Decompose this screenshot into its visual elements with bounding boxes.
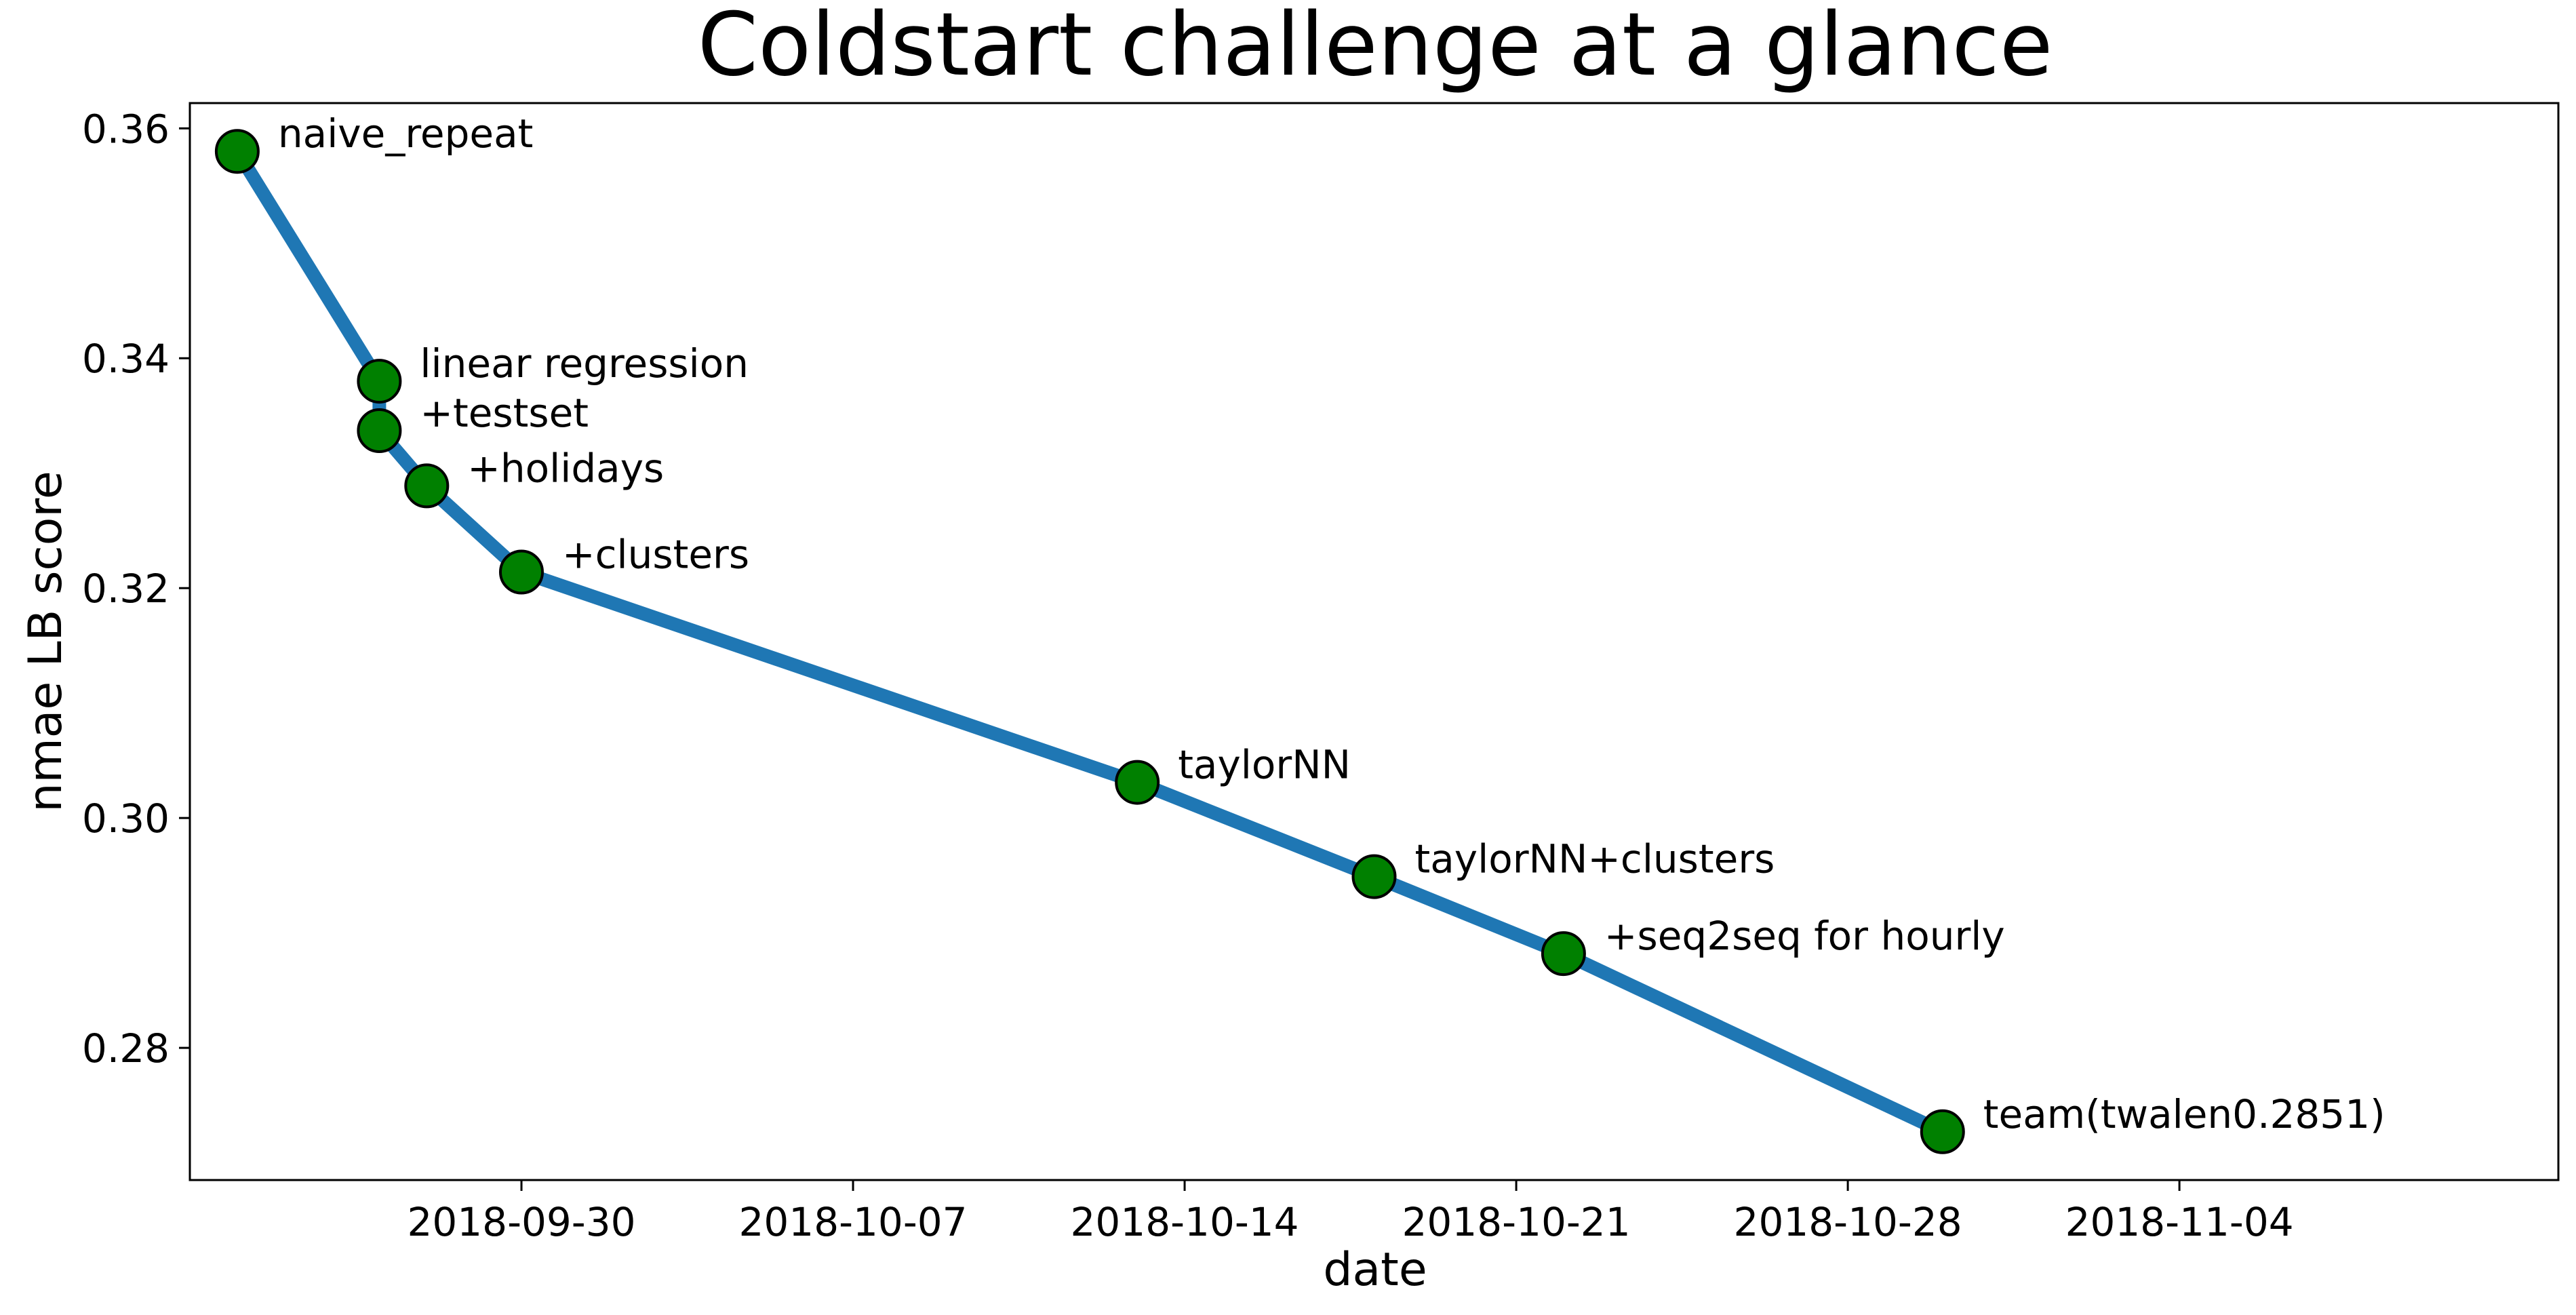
y-tick-label: 0.30 — [82, 796, 170, 842]
data-label: naive_repeat — [278, 111, 533, 157]
x-tick-label: 2018-10-07 — [739, 1199, 968, 1245]
x-tick-label: 2018-10-21 — [1402, 1199, 1631, 1245]
x-tick-label: 2018-10-14 — [1071, 1199, 1299, 1245]
x-tick-label: 2018-10-28 — [1734, 1199, 1962, 1245]
data-point — [214, 129, 260, 174]
data-label: team(twalen0.2851) — [1983, 1091, 2385, 1137]
data-point — [1351, 854, 1397, 899]
x-tick-label: 2018-09-30 — [407, 1199, 635, 1245]
data-point — [404, 463, 450, 509]
y-axis-label: nmae LB score — [19, 471, 73, 812]
data-label: +clusters — [562, 532, 749, 578]
data-point — [499, 549, 544, 595]
y-tick-label: 0.36 — [82, 106, 170, 152]
chart-title: Coldstart challenge at a glance — [698, 0, 2053, 96]
x-axis-label: date — [1323, 1243, 1427, 1297]
series-line — [231, 147, 1946, 1138]
data-point — [1541, 931, 1586, 977]
plot-frame — [189, 102, 2560, 1181]
data-label: taylorNN+clusters — [1415, 836, 1775, 882]
y-tick-label: 0.28 — [82, 1025, 170, 1072]
y-axis-ticks: 0.28 0.30 0.32 0.34 0.36 — [82, 106, 190, 1072]
data-point — [357, 359, 402, 404]
data-label: linear regression — [420, 340, 749, 387]
data-point — [1920, 1109, 1965, 1154]
data-label: +seq2seq for hourly — [1604, 913, 2005, 959]
data-label: taylorNN — [1178, 742, 1351, 788]
data-point — [357, 408, 402, 453]
data-point — [1115, 760, 1160, 805]
data-label: +testset — [420, 390, 589, 436]
x-tick-label: 2018-11-04 — [2065, 1199, 2294, 1245]
y-tick-label: 0.34 — [82, 336, 170, 382]
data-label: +holidays — [467, 445, 664, 491]
x-axis-ticks: 2018-09-30 2018-10-07 2018-10-14 2018-10-21… — [407, 1180, 2294, 1245]
y-tick-label: 0.32 — [82, 566, 170, 612]
